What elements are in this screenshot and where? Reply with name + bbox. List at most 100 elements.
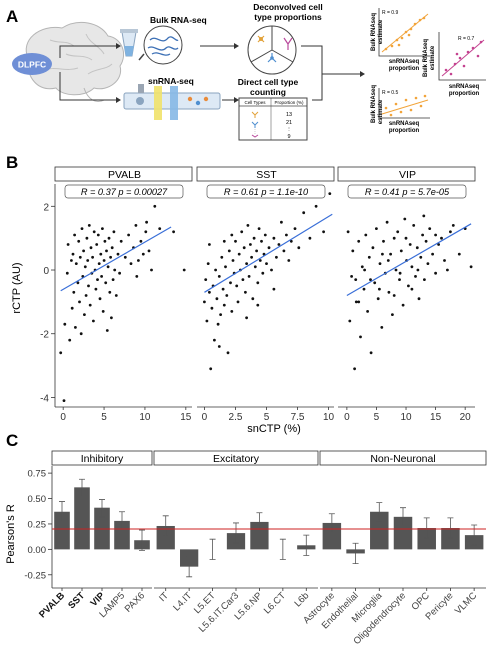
mini-plot-1-ylabel-2: estimate	[378, 19, 384, 44]
point-2-18	[378, 262, 382, 265]
arrow-to-bulk	[59, 45, 118, 58]
point-0-6	[70, 259, 73, 262]
pie-icon	[247, 25, 297, 75]
mini-plot-1: R = 0.9 Bulk RNAseq estimate snRNAseq pr…	[371, 8, 430, 72]
point-0-43	[101, 227, 104, 231]
error-bar-0-3	[119, 511, 125, 531]
point-1-4	[208, 290, 211, 294]
deconv-label-2: type proportions	[254, 12, 322, 22]
point-0-20	[82, 249, 85, 253]
bar-y-tick-label-0: -0.25	[24, 570, 46, 581]
point-1-65	[314, 204, 318, 208]
point-1-73	[272, 287, 276, 291]
x-tick-label-2-4: 20	[460, 412, 472, 423]
point-2-30	[399, 249, 403, 253]
point-1-32	[242, 246, 246, 250]
point-0-55	[110, 246, 114, 250]
bar-2-0	[322, 522, 342, 550]
error-bar-1-0	[162, 515, 169, 537]
facet-sst: SST R = 0.61 p = 1.1e-10 0 2.5 5 7.5 10	[196, 166, 335, 423]
error-bar-2-2	[376, 502, 383, 522]
point-0-61	[118, 271, 121, 275]
point-2-52	[446, 268, 449, 272]
point-0-59	[114, 294, 118, 297]
facet-stats-0: R = 0.37 p = 0.00027	[81, 187, 168, 197]
point-0-24	[85, 236, 89, 240]
point-1-37	[249, 243, 252, 246]
point-1-58	[285, 233, 288, 237]
point-2-69	[422, 214, 426, 218]
bar-group-strip-2	[319, 450, 487, 466]
point-1-67	[328, 192, 332, 196]
point-0-49	[105, 329, 109, 332]
point-1-70	[245, 316, 249, 320]
x-tick-label-2-3: 15	[430, 412, 442, 423]
point-2-23	[387, 290, 391, 294]
point-2-58	[363, 268, 366, 272]
point-2-16	[375, 227, 378, 231]
point-0-76	[182, 268, 186, 272]
error-bar-1-6	[303, 534, 310, 556]
microfluidics-icon	[123, 84, 221, 120]
facet-stats-box-1	[206, 184, 326, 199]
point-0-48	[105, 249, 108, 253]
facet-stats-1: R = 0.61 p = 1.1e-10	[224, 187, 309, 197]
point-2-67	[357, 300, 361, 304]
bar-2-4	[417, 528, 436, 550]
point-2-17	[376, 297, 380, 301]
point-1-42	[255, 249, 258, 253]
point-1-61	[293, 227, 297, 231]
error-bar-2-5	[447, 517, 454, 539]
point-2-70	[434, 233, 437, 237]
point-2-32	[403, 217, 407, 221]
point-1-43	[256, 281, 260, 285]
point-0-11	[74, 326, 77, 329]
mini-plot-3: R = 0.5 Bulk RNAseq estimate snRNAseq pr…	[371, 85, 430, 134]
point-2-49	[437, 243, 440, 246]
point-1-69	[222, 239, 226, 243]
point-0-40	[98, 297, 102, 301]
error-bar-0-0	[59, 501, 65, 523]
point-2-53	[449, 230, 452, 234]
point-1-12	[217, 275, 221, 278]
point-0-75	[172, 230, 176, 234]
facet-stats-box-2	[347, 184, 467, 199]
table-header-celltypes: Cell Types	[245, 100, 267, 105]
bar-y-tick-label-4: 0.75	[28, 469, 47, 480]
point-0-44	[101, 310, 105, 313]
point-2-29	[398, 278, 401, 281]
point-1-51	[267, 246, 271, 250]
panel-label-a: A	[6, 7, 18, 26]
panel-c: C Pearson's R -0.25 0.00 0.25 0.50 0.75 Inhib…	[5, 431, 487, 647]
error-bar-1-4	[256, 512, 263, 532]
point-2-37	[412, 224, 416, 227]
point-2-62	[416, 268, 420, 272]
bar-2-3	[393, 516, 413, 550]
x-tick-label-1-4: 10	[323, 412, 335, 423]
bar-y-tick-label-2: 0.25	[28, 519, 47, 530]
bar-group-title-0: Inhibitory	[81, 453, 124, 465]
point-2-11	[366, 310, 369, 313]
point-1-11	[216, 322, 220, 326]
bar-y-tick-label-1: 0.00	[28, 545, 47, 556]
point-1-38	[250, 255, 254, 259]
bar-ylabel: Pearson's R	[5, 504, 17, 564]
facet-stats-2: R = 0.41 p = 5.7e-05	[365, 187, 450, 197]
point-0-0	[59, 351, 63, 355]
point-1-15	[221, 287, 225, 291]
point-0-25	[86, 259, 90, 262]
point-2-48	[434, 271, 437, 275]
deconv-label-1: Deconvolved cell	[253, 2, 322, 12]
point-2-63	[369, 278, 372, 281]
x-tick-label-2-2: 10	[400, 412, 412, 423]
point-1-66	[322, 230, 325, 234]
mini-plot-1-ylabel-1: Bulk RNAseq	[371, 13, 377, 51]
point-0-50	[106, 265, 110, 269]
panel-b: B rCTP (AU) snCTP (%) -4 -2 0 2 PVALB R = 0.3…	[6, 153, 476, 435]
point-0-3	[65, 271, 69, 275]
point-0-37	[96, 278, 99, 281]
bar-label-1-0: IT	[157, 590, 171, 604]
point-0-54	[110, 316, 113, 320]
point-1-60	[289, 239, 293, 243]
